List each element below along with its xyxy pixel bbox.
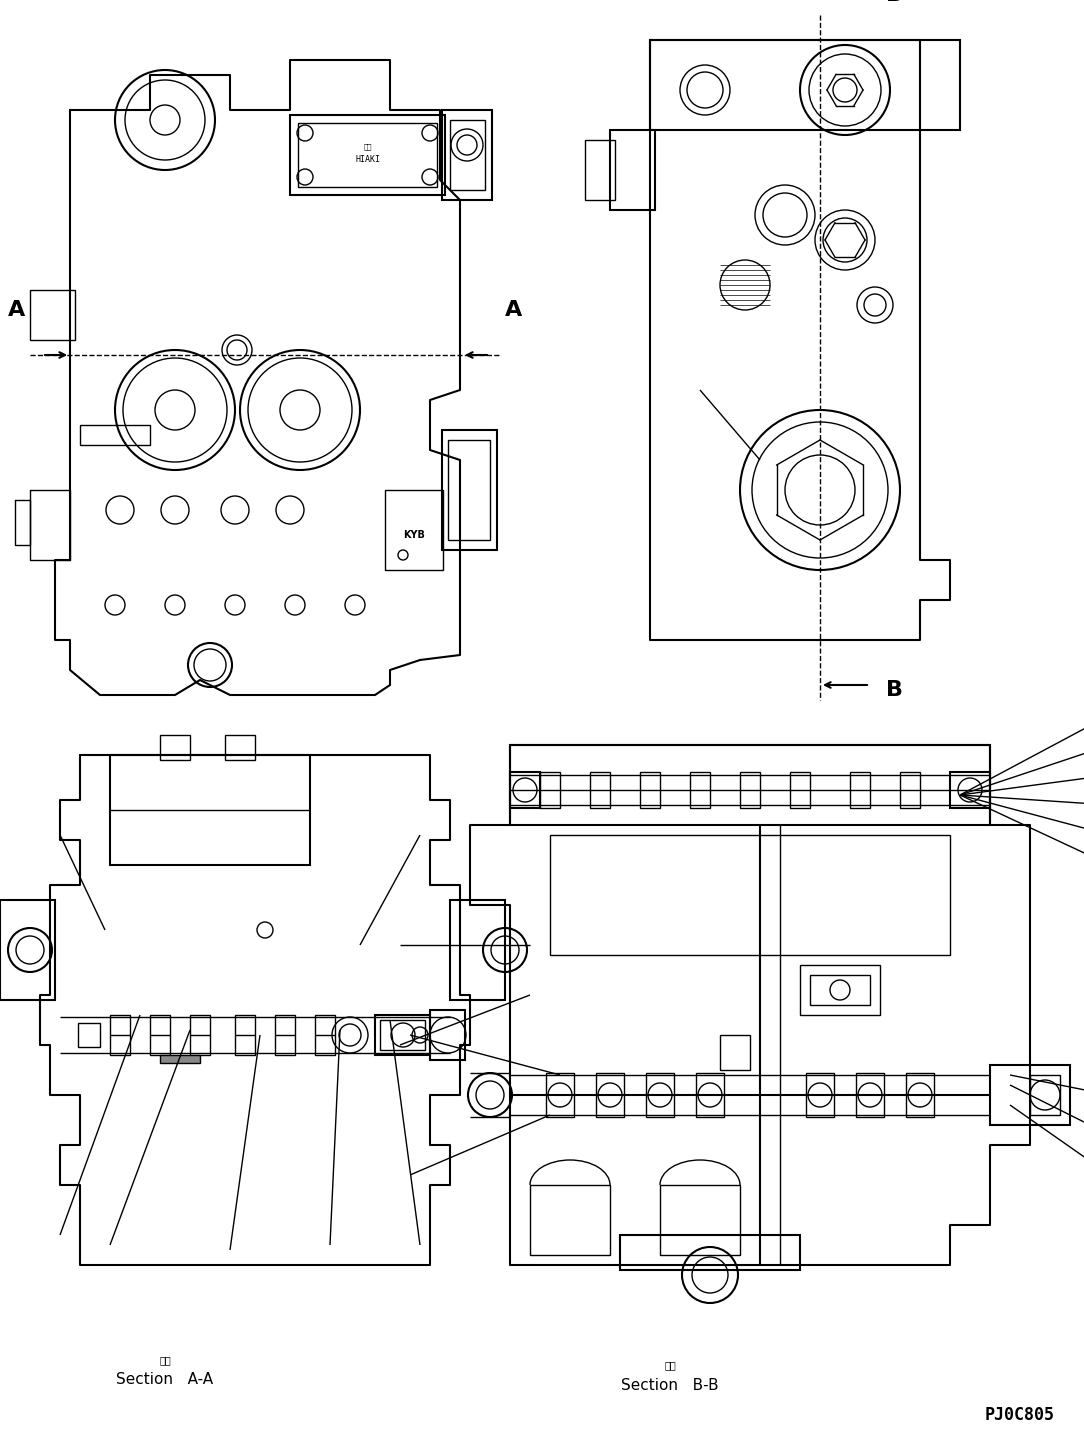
Bar <box>225 735 255 760</box>
Bar <box>596 1074 624 1117</box>
Bar <box>160 1055 201 1064</box>
Bar <box>430 1010 465 1061</box>
Text: Section   A-A: Section A-A <box>116 1373 214 1388</box>
Bar <box>78 1023 100 1048</box>
Bar <box>450 120 485 190</box>
Bar <box>509 745 990 825</box>
Bar <box>385 491 443 570</box>
Bar <box>0 900 55 1000</box>
Text: Section   B-B: Section B-B <box>621 1378 719 1392</box>
Bar <box>650 41 960 130</box>
Text: B: B <box>887 0 903 4</box>
Bar <box>610 130 655 210</box>
Text: 断面: 断面 <box>363 143 372 150</box>
Bar <box>900 773 920 807</box>
Bar <box>950 773 990 807</box>
Bar <box>291 114 446 195</box>
Bar <box>696 1074 724 1117</box>
Bar <box>906 1074 934 1117</box>
Text: A: A <box>8 300 25 320</box>
Bar <box>530 1185 610 1255</box>
Bar <box>810 975 870 1006</box>
Bar <box>448 440 490 540</box>
Text: KYB: KYB <box>403 530 425 540</box>
Bar <box>691 773 710 807</box>
Bar <box>150 1014 170 1055</box>
Bar <box>806 1074 834 1117</box>
Bar <box>546 1074 575 1117</box>
Text: PJ0C805: PJ0C805 <box>985 1406 1055 1424</box>
Bar <box>1030 1075 1060 1116</box>
Bar <box>590 773 610 807</box>
Bar <box>660 1185 740 1255</box>
Bar <box>646 1074 674 1117</box>
Bar <box>275 1014 295 1055</box>
Bar <box>990 1065 1070 1124</box>
Bar <box>800 965 880 1014</box>
Bar <box>720 1035 750 1069</box>
Bar <box>450 900 505 1000</box>
Bar <box>380 1020 425 1051</box>
Bar <box>740 773 760 807</box>
Bar <box>109 1014 130 1055</box>
Text: 断面: 断面 <box>664 1360 676 1370</box>
Bar <box>509 773 540 807</box>
Bar <box>550 835 950 955</box>
Bar <box>850 773 870 807</box>
Text: B: B <box>887 680 903 700</box>
Bar <box>442 430 496 550</box>
Bar <box>109 755 310 865</box>
Bar <box>856 1074 883 1117</box>
Bar <box>30 289 75 340</box>
Text: A: A <box>505 300 522 320</box>
Bar <box>235 1014 255 1055</box>
Bar <box>620 1234 800 1270</box>
Bar <box>190 1014 210 1055</box>
Text: HIAKI: HIAKI <box>354 155 380 165</box>
Bar <box>80 425 150 446</box>
Bar <box>540 773 560 807</box>
Bar <box>640 773 660 807</box>
Bar <box>442 110 492 200</box>
Bar <box>315 1014 335 1055</box>
Bar <box>298 123 437 187</box>
Bar <box>585 140 615 200</box>
Bar <box>160 735 190 760</box>
Bar <box>790 773 810 807</box>
Text: 断面: 断面 <box>159 1354 171 1365</box>
Bar <box>375 1014 430 1055</box>
